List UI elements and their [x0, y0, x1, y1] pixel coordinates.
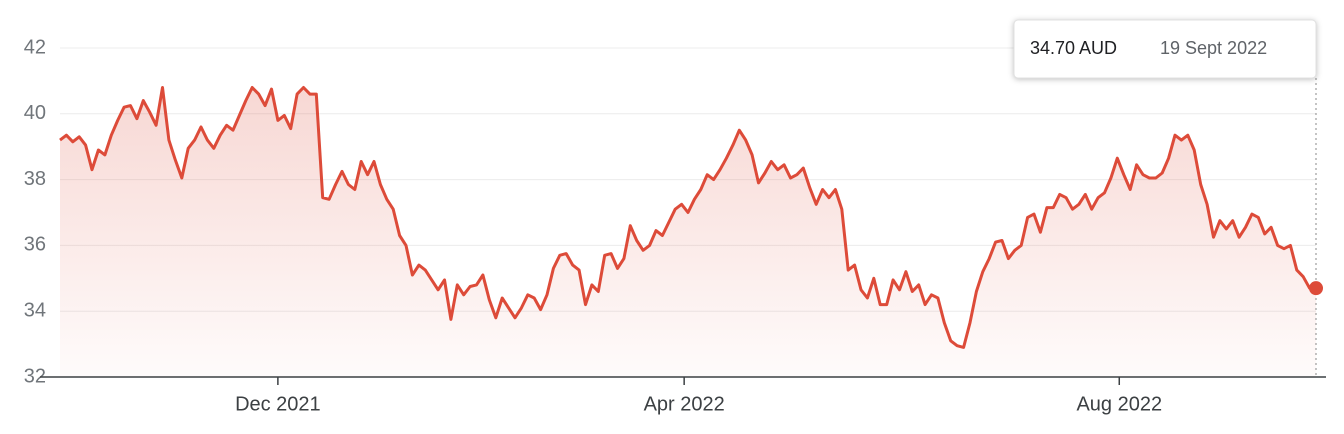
x-tick-label: Dec 2021 — [235, 393, 321, 415]
tooltip: 34.70 AUD 19 Sept 2022 — [1013, 19, 1317, 79]
hover-point — [1309, 281, 1323, 296]
price-line — [59, 86, 1316, 349]
area-fill — [60, 87, 1316, 377]
y-tick-label: 36 — [24, 234, 46, 256]
x-tick-label: Aug 2022 — [1076, 393, 1162, 415]
y-tick-label: 40 — [24, 102, 46, 124]
y-tick-label: 38 — [24, 168, 46, 190]
tooltip-date: 19 Sept 2022 — [1160, 38, 1267, 58]
tooltip-box — [1013, 19, 1317, 79]
tooltip-value: 34.70 AUD — [1030, 38, 1117, 58]
y-tick-label: 34 — [24, 299, 46, 321]
x-tick-label: Apr 2022 — [644, 393, 725, 415]
y-tick-label: 42 — [24, 36, 46, 58]
y-tick-label: 32 — [24, 365, 46, 387]
